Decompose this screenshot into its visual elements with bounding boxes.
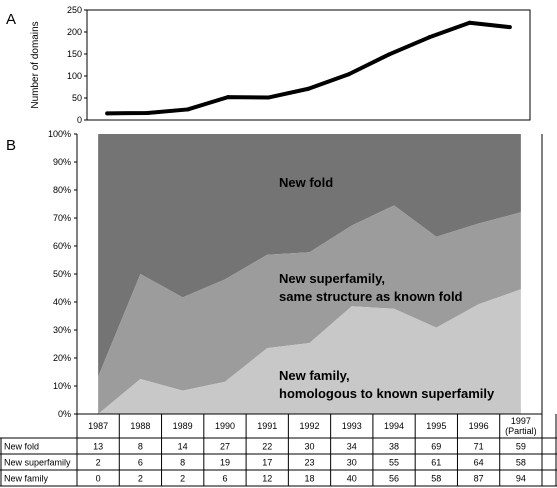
table-cell: 94 <box>516 474 526 484</box>
panel-a-ytick-label: 200 <box>67 27 82 37</box>
table-cell: 19 <box>220 458 230 468</box>
table-cell: 58 <box>431 474 441 484</box>
annotation-new-fold: New fold <box>279 175 333 190</box>
table-cell: 0 <box>96 474 101 484</box>
table-cell: 71 <box>474 442 484 452</box>
panel-b-ytick-label: 30% <box>53 325 71 335</box>
table-header-year: 1997 <box>511 416 531 426</box>
table-header-year: 1992 <box>299 421 319 431</box>
area-new-superfamily <box>98 205 521 414</box>
annotation-new-family: homologous to known superfamily <box>279 386 495 401</box>
panel-b-label: B <box>6 137 16 154</box>
table-cell: 17 <box>262 458 272 468</box>
panel-b-ytick-label: 40% <box>53 297 71 307</box>
table-row-label: New superfamily <box>4 458 71 468</box>
table-cell: 18 <box>304 474 314 484</box>
table-cell: 14 <box>178 442 188 452</box>
panel-b-ytick-label: 10% <box>53 381 71 391</box>
table-header-year: 1989 <box>173 421 193 431</box>
table-cell: 23 <box>304 458 314 468</box>
table-header-year: 1995 <box>426 421 446 431</box>
table-cell: 2 <box>138 474 143 484</box>
table-cell: 38 <box>389 442 399 452</box>
panel-a-label: A <box>6 11 16 28</box>
annotation-new-superfamily: same structure as known fold <box>279 289 463 304</box>
table-cell: 30 <box>347 458 357 468</box>
table-cell: 30 <box>304 442 314 452</box>
table-header-year: 1993 <box>342 421 362 431</box>
table-row-label: New fold <box>4 442 39 452</box>
area-new-family <box>98 289 521 414</box>
panel-b-ytick-label: 50% <box>53 269 71 279</box>
table-cell: 34 <box>347 442 357 452</box>
panel-a-point <box>145 110 150 115</box>
table-cell: 58 <box>516 458 526 468</box>
annotation-new-superfamily: New superfamily, <box>279 271 385 286</box>
panel-a-ytick-label: 100 <box>67 71 82 81</box>
table-header-year-sublabel: (Partial) <box>505 426 537 436</box>
panel-b-ytick-label: 80% <box>53 185 71 195</box>
table-cell: 12 <box>262 474 272 484</box>
panel-a-point <box>266 95 271 100</box>
table-cell: 69 <box>431 442 441 452</box>
table-cell: 56 <box>389 474 399 484</box>
table-cell: 40 <box>347 474 357 484</box>
panel-a-ytick-label: 150 <box>67 49 82 59</box>
panel-a-point <box>185 107 190 112</box>
table-header-year: 1991 <box>257 421 277 431</box>
panel-a-point <box>306 86 311 91</box>
annotation-new-family: New family, <box>279 368 350 383</box>
table-cell: 61 <box>431 458 441 468</box>
panel-a-point <box>346 72 351 77</box>
table-cell: 8 <box>180 458 185 468</box>
panel-a-ytick-label: 250 <box>67 5 82 15</box>
panel-a-ylabel: Number of domains <box>30 21 41 108</box>
table-cell: 64 <box>474 458 484 468</box>
panel-b-ytick-label: 70% <box>53 213 71 223</box>
panel-b-ytick-label: 90% <box>53 157 71 167</box>
panel-a-point <box>225 95 230 100</box>
panel-b-ytick-label: 100% <box>48 129 71 139</box>
table-header-year: 1988 <box>130 421 150 431</box>
panel-a-point <box>507 25 512 30</box>
panel-a-point <box>467 20 472 25</box>
table-header-year: 1994 <box>384 421 404 431</box>
panel-b-ytick-label: 20% <box>53 353 71 363</box>
table-cell: 22 <box>262 442 272 452</box>
table-cell: 55 <box>389 458 399 468</box>
table-header-year: 1990 <box>215 421 235 431</box>
panel-a-ytick-label: 0 <box>77 115 82 125</box>
area-new-fold <box>98 134 521 377</box>
table-cell: 27 <box>220 442 230 452</box>
table-cell: 6 <box>222 474 227 484</box>
panel-b-ytick-label: 60% <box>53 241 71 251</box>
panel-a-ytick-label: 50 <box>72 93 82 103</box>
panel-b-ytick-label: 0% <box>58 409 71 419</box>
table-cell: 59 <box>516 442 526 452</box>
panel-a-point <box>427 35 432 40</box>
table-cell: 8 <box>138 442 143 452</box>
table-cell: 6 <box>138 458 143 468</box>
panel-a-point <box>387 52 392 57</box>
table-cell: 13 <box>93 442 103 452</box>
table-cell: 2 <box>180 474 185 484</box>
table-cell: 2 <box>96 458 101 468</box>
panel-a-point <box>105 111 110 116</box>
table-row-label: New family <box>4 474 49 484</box>
table-header-year: 1987 <box>88 421 108 431</box>
table-cell: 87 <box>474 474 484 484</box>
table-header-year: 1996 <box>469 421 489 431</box>
